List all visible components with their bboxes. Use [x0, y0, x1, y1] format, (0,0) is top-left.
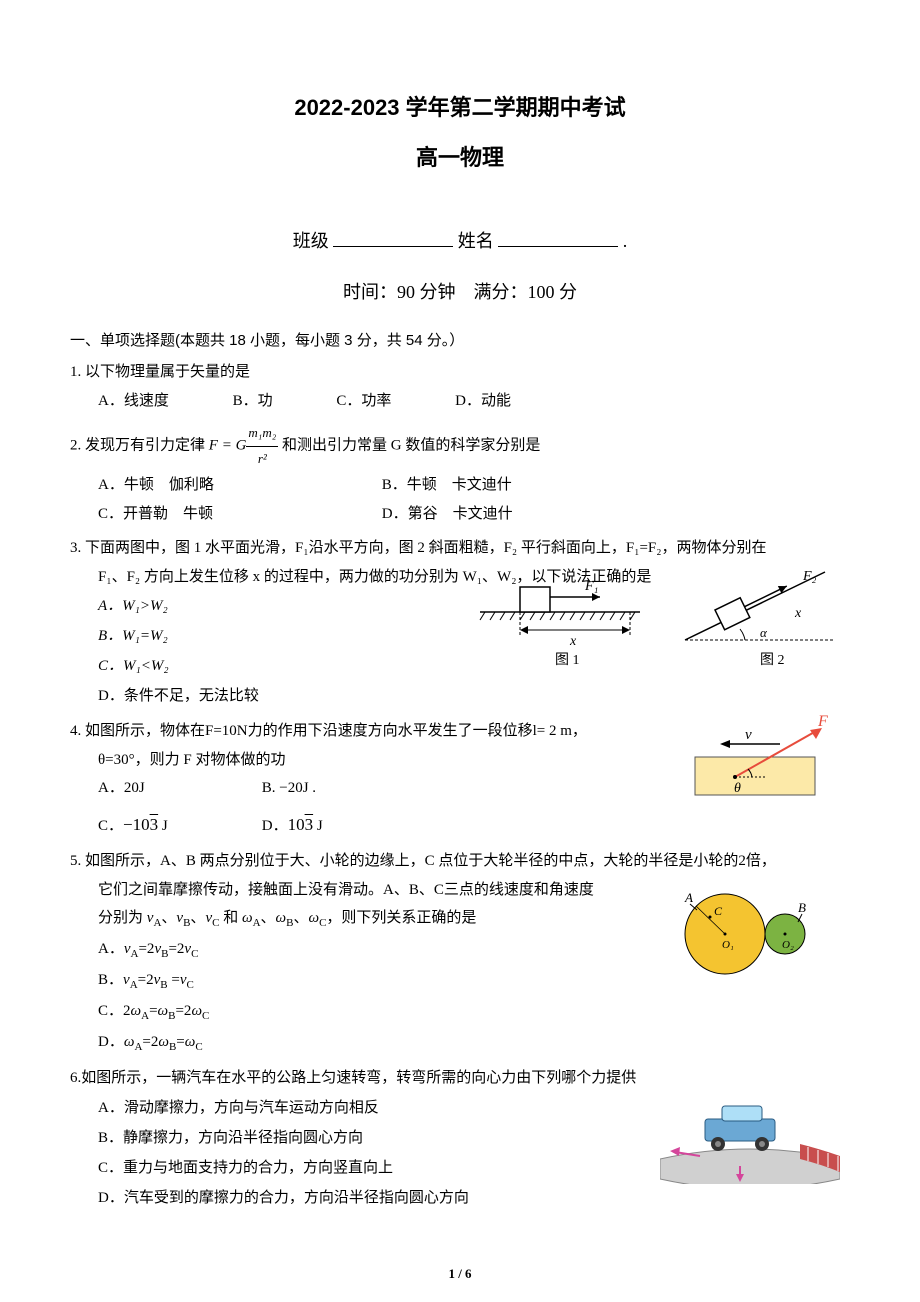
q2-opt-c: C．开普勒 牛顿 — [98, 500, 378, 529]
q2-suffix: 和测出引力常量 G 数值的科学家分别是 — [282, 438, 540, 454]
q2-text: 2. 发现万有引力定律 F = Gm₁m₂r² 和测出引力常量 G 数值的科学家… — [70, 421, 850, 471]
q3-svg: F₁ x 图 1 F₂ x α 图 2 — [470, 562, 850, 672]
score-label: 满分：100 分 — [474, 282, 578, 302]
q2-opt-a: A．牛顿 伽利略 — [98, 471, 378, 500]
q6-figure — [660, 1084, 840, 1184]
svg-text:α: α — [760, 625, 768, 640]
q3-opt-d: D．条件不足，无法比较 — [98, 681, 850, 711]
q3-figures: F₁ x 图 1 F₂ x α 图 2 — [470, 562, 850, 672]
svg-text:v: v — [745, 727, 752, 743]
q6-opt-d: D．汽车受到的摩擦力的合力，方向沿半径指向圆心方向 — [98, 1183, 850, 1213]
svg-text:O₁: O₁ — [722, 939, 734, 951]
svg-text:F₂: F₂ — [802, 569, 817, 584]
svg-text:x: x — [569, 634, 577, 649]
svg-text:θ: θ — [734, 781, 741, 796]
q2-prefix: 2. 发现万有引力定律 — [70, 438, 205, 454]
question-6: 6.如图所示，一辆汽车在水平的公路上匀速转弯，转弯所需的向心力由下列哪个力提供 … — [70, 1064, 850, 1214]
page-subtitle: 高一物理 — [70, 140, 850, 172]
q1-opt-b: B．功 — [233, 387, 273, 416]
class-blank[interactable] — [333, 229, 453, 247]
q5-opt-d: D．ωA=2ωB=ωC — [98, 1027, 850, 1058]
q3-text1: 3. 下面两图中，图 1 水平面光滑，F₁沿水平方向，图 2 斜面粗糙，F₂ 平… — [70, 534, 850, 563]
q5-text1: 5. 如图所示，A、B 两点分别位于大、小轮的边缘上，C 点位于大轮半径的中点，… — [70, 847, 850, 876]
q2-opt-b: B．牛顿 卡文迪什 — [382, 477, 512, 493]
svg-text:图 2: 图 2 — [760, 653, 785, 668]
q1-opt-d: D．动能 — [455, 387, 511, 416]
q2-eq: = — [218, 438, 236, 454]
class-label: 班级 — [293, 231, 329, 251]
svg-text:A: A — [684, 890, 693, 905]
svg-text:F: F — [817, 713, 828, 730]
q2-den: r² — [246, 447, 278, 472]
q1-opt-a: A．线速度 — [98, 387, 169, 416]
name-blank[interactable] — [498, 229, 618, 247]
q2-fraction: m₁m₂r² — [246, 421, 278, 471]
q2-num: m₁m₂ — [246, 421, 278, 447]
page-title: 2022-2023 学年第二学期期中考试 — [70, 90, 850, 122]
q5-opt-c: C．2ωA=ωB=2ωC — [98, 996, 850, 1027]
q4-opt-a: A．20J — [98, 774, 258, 803]
q4-opt-c: C．−103 J — [98, 809, 258, 841]
svg-text:O₂: O₂ — [782, 939, 794, 951]
question-5: 5. 如图所示，A、B 两点分别位于大、小轮的边缘上，C 点位于大轮半径的中点，… — [70, 847, 850, 1058]
q2-formula-g: G — [236, 438, 247, 454]
q4-opt-b: B. −20J . — [262, 780, 316, 796]
q2-formula-f: F — [209, 438, 218, 454]
q1-text: 1. 以下物理量属于矢量的是 — [70, 358, 850, 387]
page-number: 1 / 6 — [0, 1266, 920, 1282]
exam-info: 时间：90 分钟 满分：100 分 — [70, 278, 850, 304]
question-2: 2. 发现万有引力定律 F = Gm₁m₂r² 和测出引力常量 G 数值的科学家… — [70, 421, 850, 528]
question-4: 4. 如图所示，物体在F=10N力的作用下沿速度方向水平发生了一段位移l= 2 … — [70, 717, 850, 841]
svg-text:F₁: F₁ — [584, 579, 598, 594]
svg-text:B: B — [798, 900, 806, 915]
svg-text:图 1: 图 1 — [555, 653, 580, 668]
name-label: 姓名 — [458, 231, 494, 251]
q5-figure: A C B O₁ O₂ — [670, 882, 820, 977]
period: . — [623, 231, 628, 251]
question-3: 3. 下面两图中，图 1 水平面光滑，F₁沿水平方向，图 2 斜面粗糙，F₂ 平… — [70, 534, 850, 711]
svg-text:C: C — [714, 904, 723, 918]
question-1: 1. 以下物理量属于矢量的是 A．线速度 B．功 C．功率 D．动能 — [70, 358, 850, 415]
section-1-header: 一、单项选择题(本题共 18 小题，每小题 3 分，共 54 分。） — [70, 329, 850, 350]
q4-figure: F v θ — [690, 712, 830, 812]
q2-opt-d: D．第谷 卡文迪什 — [382, 506, 513, 522]
svg-text:x: x — [794, 606, 802, 621]
q4-opt-d: D．103 J — [262, 818, 323, 834]
student-info: 班级 姓名 . — [70, 227, 850, 253]
time-label: 时间：90 分钟 — [343, 282, 456, 302]
q1-opt-c: C．功率 — [336, 387, 391, 416]
